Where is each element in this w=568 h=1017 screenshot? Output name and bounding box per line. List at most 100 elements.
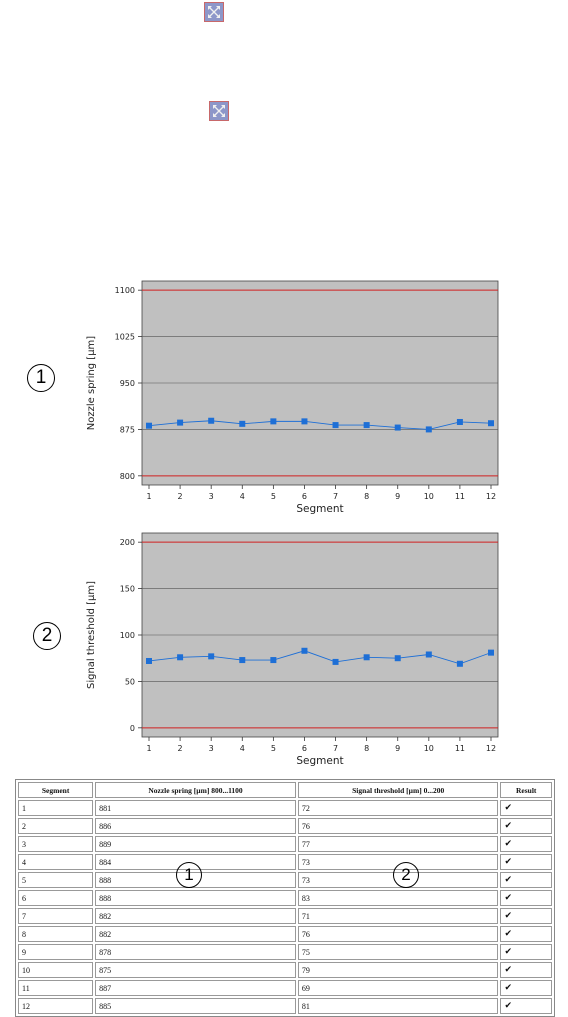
table-header-row: Segment Nozzle spring [µm] 800...1100 Si…	[18, 782, 552, 798]
cell-result: ✔	[500, 980, 552, 996]
header-nozzle-spring: Nozzle spring [µm] 800...1100	[95, 782, 296, 798]
cell-signal-threshold: 79	[297, 962, 499, 978]
header-signal-threshold: Signal threshold [µm] 0...200	[297, 782, 499, 798]
x-tick-label: 12	[486, 492, 496, 501]
x-tick-label: 10	[424, 492, 434, 501]
data-point	[239, 657, 246, 664]
chart-marker-2: 2	[33, 622, 61, 650]
cell-nozzle-spring: 881	[95, 800, 296, 816]
cell-result: ✔	[500, 854, 552, 870]
cell-nozzle-spring: 887	[95, 980, 296, 996]
cell-nozzle-spring: 886	[95, 818, 296, 834]
x-tick-label: 5	[271, 744, 276, 753]
x-axis-label: Segment	[296, 755, 343, 767]
series-line	[148, 420, 492, 430]
table-row: 5 888 73 ✔	[18, 872, 552, 888]
data-point	[239, 420, 246, 427]
x-tick-label: 7	[333, 744, 338, 753]
cell-segment: 7	[18, 908, 94, 924]
table-row: 2 886 76 ✔	[18, 818, 552, 834]
cell-signal-threshold: 76	[297, 818, 499, 834]
cell-signal-threshold: 72	[297, 800, 499, 816]
cell-segment: 8	[18, 926, 94, 942]
cell-nozzle-spring: 882	[95, 908, 296, 924]
y-axis-label: Signal threshold [µm]	[86, 581, 97, 689]
x-tick-label: 1	[146, 744, 151, 753]
table-body: 1 881 72 ✔ 2 886 76 ✔ 3 889 77 ✔ 4 884 73 ✔ 5 888 73 ✔ 6 888 8…	[18, 800, 552, 1014]
y-tick-label: 1025	[115, 333, 135, 342]
data-point	[301, 647, 308, 654]
x-axis-label: Segment	[296, 503, 343, 515]
data-point	[363, 422, 370, 429]
data-point	[146, 422, 152, 429]
expand-icon-bottom[interactable]	[209, 101, 229, 121]
x-tick-label: 12	[486, 744, 496, 753]
table-row: 10 875 79 ✔	[18, 962, 552, 978]
y-tick-label: 1100	[115, 286, 135, 295]
data-point	[177, 654, 184, 661]
x-tick-label: 5	[271, 492, 276, 501]
table-marker-2: 2	[393, 862, 419, 888]
cell-result: ✔	[500, 836, 552, 852]
x-tick-label: 3	[209, 492, 214, 501]
cell-nozzle-spring: 878	[95, 944, 296, 960]
cell-segment: 12	[18, 998, 94, 1014]
y-tick-label: 200	[120, 538, 135, 547]
cell-segment: 11	[18, 980, 94, 996]
cell-segment: 6	[18, 890, 94, 906]
cell-signal-threshold: 83	[297, 890, 499, 906]
cell-nozzle-spring: 875	[95, 962, 296, 978]
cell-nozzle-spring: 882	[95, 926, 296, 942]
cell-segment: 2	[18, 818, 94, 834]
y-tick-label: 950	[120, 379, 135, 388]
series-line	[148, 650, 492, 665]
data-point	[394, 655, 401, 662]
cell-signal-threshold: 77	[297, 836, 499, 852]
results-table: Segment Nozzle spring [µm] 800...1100 Si…	[15, 779, 555, 1017]
cell-result: ✔	[500, 908, 552, 924]
table-row: 9 878 75 ✔	[18, 944, 552, 960]
cell-segment: 9	[18, 944, 94, 960]
data-point	[146, 657, 152, 664]
cell-signal-threshold: 69	[297, 980, 499, 996]
x-tick-label: 4	[240, 492, 245, 501]
table-row: 12 885 81 ✔	[18, 998, 552, 1014]
x-tick-label: 10	[424, 744, 434, 753]
x-tick-label: 1	[146, 492, 151, 501]
table-row: 11 887 69 ✔	[18, 980, 552, 996]
data-point	[488, 649, 494, 656]
data-point	[332, 422, 339, 429]
cell-nozzle-spring: 888	[95, 890, 296, 906]
cell-result: ✔	[500, 890, 552, 906]
table-row: 4 884 73 ✔	[18, 854, 552, 870]
x-tick-label: 4	[240, 744, 245, 753]
x-tick-label: 8	[364, 492, 369, 501]
data-point	[456, 418, 463, 425]
x-tick-label: 6	[302, 744, 307, 753]
x-tick-label: 7	[333, 492, 338, 501]
y-tick-label: 150	[120, 585, 135, 594]
y-tick-label: 0	[130, 724, 135, 733]
x-tick-label: 2	[178, 492, 183, 501]
y-tick-label: 875	[120, 425, 135, 434]
x-tick-label: 2	[178, 744, 183, 753]
data-point	[456, 660, 463, 667]
data-point	[208, 653, 215, 660]
expand-icon-top[interactable]	[204, 2, 224, 22]
data-point	[425, 651, 432, 658]
cell-result: ✔	[500, 818, 552, 834]
x-tick-label: 11	[455, 492, 465, 501]
expand-arrows-icon	[213, 105, 225, 117]
y-tick-label: 50	[125, 677, 135, 686]
table-marker-1: 1	[176, 862, 202, 888]
data-point	[425, 426, 432, 433]
cell-signal-threshold: 76	[297, 926, 499, 942]
table-row: 8 882 76 ✔	[18, 926, 552, 942]
data-point	[488, 420, 494, 427]
cell-signal-threshold: 71	[297, 908, 499, 924]
x-tick-label: 11	[455, 744, 465, 753]
data-point	[177, 419, 184, 426]
table-row: 6 888 83 ✔	[18, 890, 552, 906]
